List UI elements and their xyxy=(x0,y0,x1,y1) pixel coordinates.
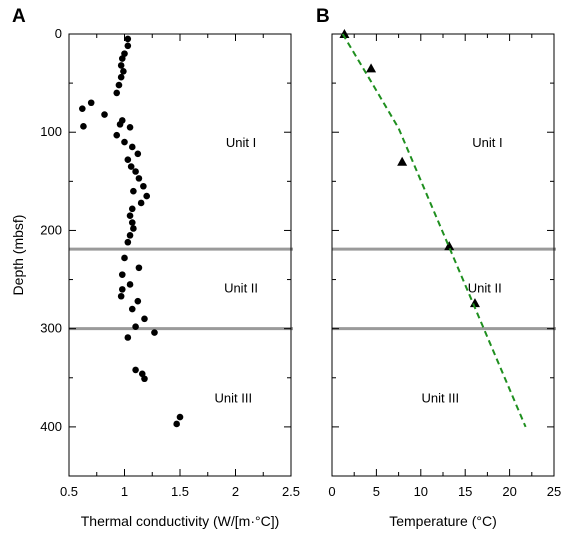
x-tick-label: 1.5 xyxy=(171,484,189,499)
data-point xyxy=(126,281,134,288)
data-point xyxy=(135,175,143,182)
x-tick-label: 15 xyxy=(458,484,472,499)
panel-letter: B xyxy=(316,6,330,27)
x-tick-label: 25 xyxy=(547,484,561,499)
data-point xyxy=(117,73,125,81)
x-axis-label: Thermal conductivity (W/[m·°C]) xyxy=(81,513,280,529)
data-point xyxy=(143,192,150,200)
data-point xyxy=(128,305,136,313)
data-point xyxy=(101,111,108,118)
data-point xyxy=(121,254,128,262)
x-tick-label: 2 xyxy=(232,484,239,499)
x-tick-label: 0.5 xyxy=(60,484,78,499)
data-point xyxy=(79,105,86,112)
data-point xyxy=(132,366,139,374)
data-point xyxy=(126,232,134,239)
data-point xyxy=(127,163,135,170)
trend-line xyxy=(341,33,527,428)
data-point xyxy=(128,219,136,226)
data-point xyxy=(80,123,87,130)
y-tick-label: 300 xyxy=(40,321,62,336)
data-point xyxy=(141,375,148,383)
unit-label: Unit II xyxy=(224,280,258,295)
data-point xyxy=(113,131,121,139)
data-point xyxy=(126,212,134,220)
data-point xyxy=(135,264,143,272)
data-point xyxy=(121,50,128,57)
data-point xyxy=(128,143,136,151)
data-point xyxy=(115,81,123,89)
unit-label: Unit III xyxy=(214,390,252,405)
y-tick-label: 400 xyxy=(40,419,62,434)
x-tick-label: 1 xyxy=(121,484,128,499)
data-point xyxy=(121,138,128,146)
data-point xyxy=(130,225,137,232)
y-tick-label: 100 xyxy=(40,124,62,139)
data-point xyxy=(132,168,139,175)
data-point xyxy=(117,292,125,300)
x-axis-label: Temperature (°C) xyxy=(389,513,497,529)
data-point xyxy=(134,297,142,305)
data-point xyxy=(113,89,121,97)
data-point xyxy=(124,334,132,341)
data-point xyxy=(173,420,180,428)
x-tick-label: 20 xyxy=(502,484,516,499)
unit-label: Unit I xyxy=(226,135,256,150)
y-tick-label: 200 xyxy=(40,222,62,237)
panel-b: B 0 5 10 15 20 25 Temperature (°C) Unit I Unit II… xyxy=(316,6,561,529)
x-tick-label: 2.5 xyxy=(282,484,300,499)
data-point xyxy=(87,99,95,107)
x-tick-label: 0 xyxy=(328,484,335,499)
data-point xyxy=(118,271,126,278)
data-point xyxy=(126,124,134,131)
data-point xyxy=(128,205,136,213)
panel-letter: A xyxy=(12,6,26,27)
y-tick-label: 0 xyxy=(55,26,62,41)
data-point xyxy=(137,199,145,207)
x-tick-label: 5 xyxy=(373,484,380,499)
data-point xyxy=(124,238,132,246)
data-point xyxy=(134,150,142,158)
unit-label: Unit I xyxy=(472,135,502,150)
data-point xyxy=(124,35,132,43)
data-point xyxy=(116,121,124,128)
data-point xyxy=(132,323,139,331)
data-point xyxy=(397,156,408,166)
x-tick-label: 10 xyxy=(414,484,428,499)
unit-label: Unit II xyxy=(468,280,502,295)
data-point xyxy=(366,63,377,73)
plot-frame xyxy=(331,33,555,477)
unit-label: Unit III xyxy=(422,390,460,405)
data-point xyxy=(118,286,126,293)
data-point xyxy=(130,187,137,195)
data-point xyxy=(117,62,125,69)
panel-a: A 0 100 200 300 400 Depth (mbsf) 0.5 1 1.5 2 2.5The… xyxy=(10,6,300,529)
data-point xyxy=(124,42,132,50)
data-point xyxy=(118,55,126,62)
plot-frame xyxy=(68,33,292,477)
data-point xyxy=(176,413,184,421)
data-point xyxy=(141,315,148,323)
data-point xyxy=(124,156,132,164)
data-point xyxy=(339,29,350,38)
y-axis-label: Depth (mbsf) xyxy=(10,215,26,296)
data-point xyxy=(138,370,146,378)
data-point xyxy=(444,241,455,251)
data-point xyxy=(469,298,480,308)
data-point xyxy=(120,68,127,75)
data-point xyxy=(151,329,158,336)
data-point xyxy=(140,182,147,190)
